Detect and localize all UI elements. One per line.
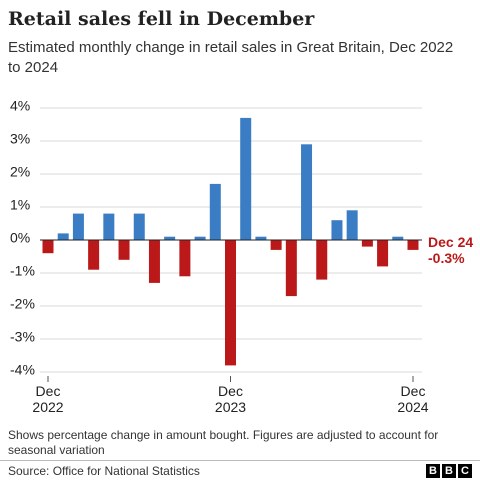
source: Source: Office for National Statistics <box>8 464 200 478</box>
bar <box>57 233 69 240</box>
x-tick-label: Dec 2024 <box>397 383 429 415</box>
bar <box>407 240 419 250</box>
divider <box>0 460 480 461</box>
bar <box>392 236 404 240</box>
y-tick-label: -3% <box>10 329 35 345</box>
bar <box>164 236 176 240</box>
bar <box>118 240 130 260</box>
y-tick-label: -1% <box>10 263 35 279</box>
annotation: Dec 24 -0.3% <box>428 234 473 266</box>
bar <box>285 240 297 297</box>
y-tick-label: 1% <box>10 197 30 213</box>
y-tick-label: -2% <box>10 296 35 312</box>
bar <box>377 240 389 267</box>
value-label: -0.3% <box>428 250 465 266</box>
chart-subtitle: Estimated monthly change in retail sales… <box>8 39 454 76</box>
x-tick-label: Dec 2022 <box>32 383 64 415</box>
bar <box>72 213 84 240</box>
bar <box>179 240 191 277</box>
bar <box>133 213 145 240</box>
y-tick-label: 4% <box>10 98 30 114</box>
chart-title: Retail sales fell in December <box>8 8 315 30</box>
bar <box>42 240 54 254</box>
y-tick-label: 2% <box>10 164 30 180</box>
bar <box>194 236 206 240</box>
y-tick-label: -4% <box>10 362 35 378</box>
bar <box>240 117 252 240</box>
y-tick-label: 3% <box>10 131 30 147</box>
bar <box>225 240 236 366</box>
bar <box>103 213 115 240</box>
bar <box>301 144 313 240</box>
logo-letter: B <box>426 464 440 478</box>
bar <box>316 240 328 280</box>
bar <box>209 183 221 240</box>
logo-letter: C <box>458 464 472 478</box>
logo-letter: B <box>442 464 456 478</box>
logo: B B C <box>426 464 472 478</box>
bar <box>346 210 358 240</box>
bar <box>255 236 267 240</box>
bar <box>331 220 343 240</box>
y-tick-label: 0% <box>10 230 30 246</box>
bar <box>88 240 100 270</box>
footnote: Shows percentage change in amount bought… <box>8 428 439 457</box>
annotation-label: Dec 24 <box>428 234 474 250</box>
bar <box>148 240 160 283</box>
bar <box>270 240 282 250</box>
bar <box>361 240 373 247</box>
x-tick-label: Dec 2023 <box>214 383 247 415</box>
